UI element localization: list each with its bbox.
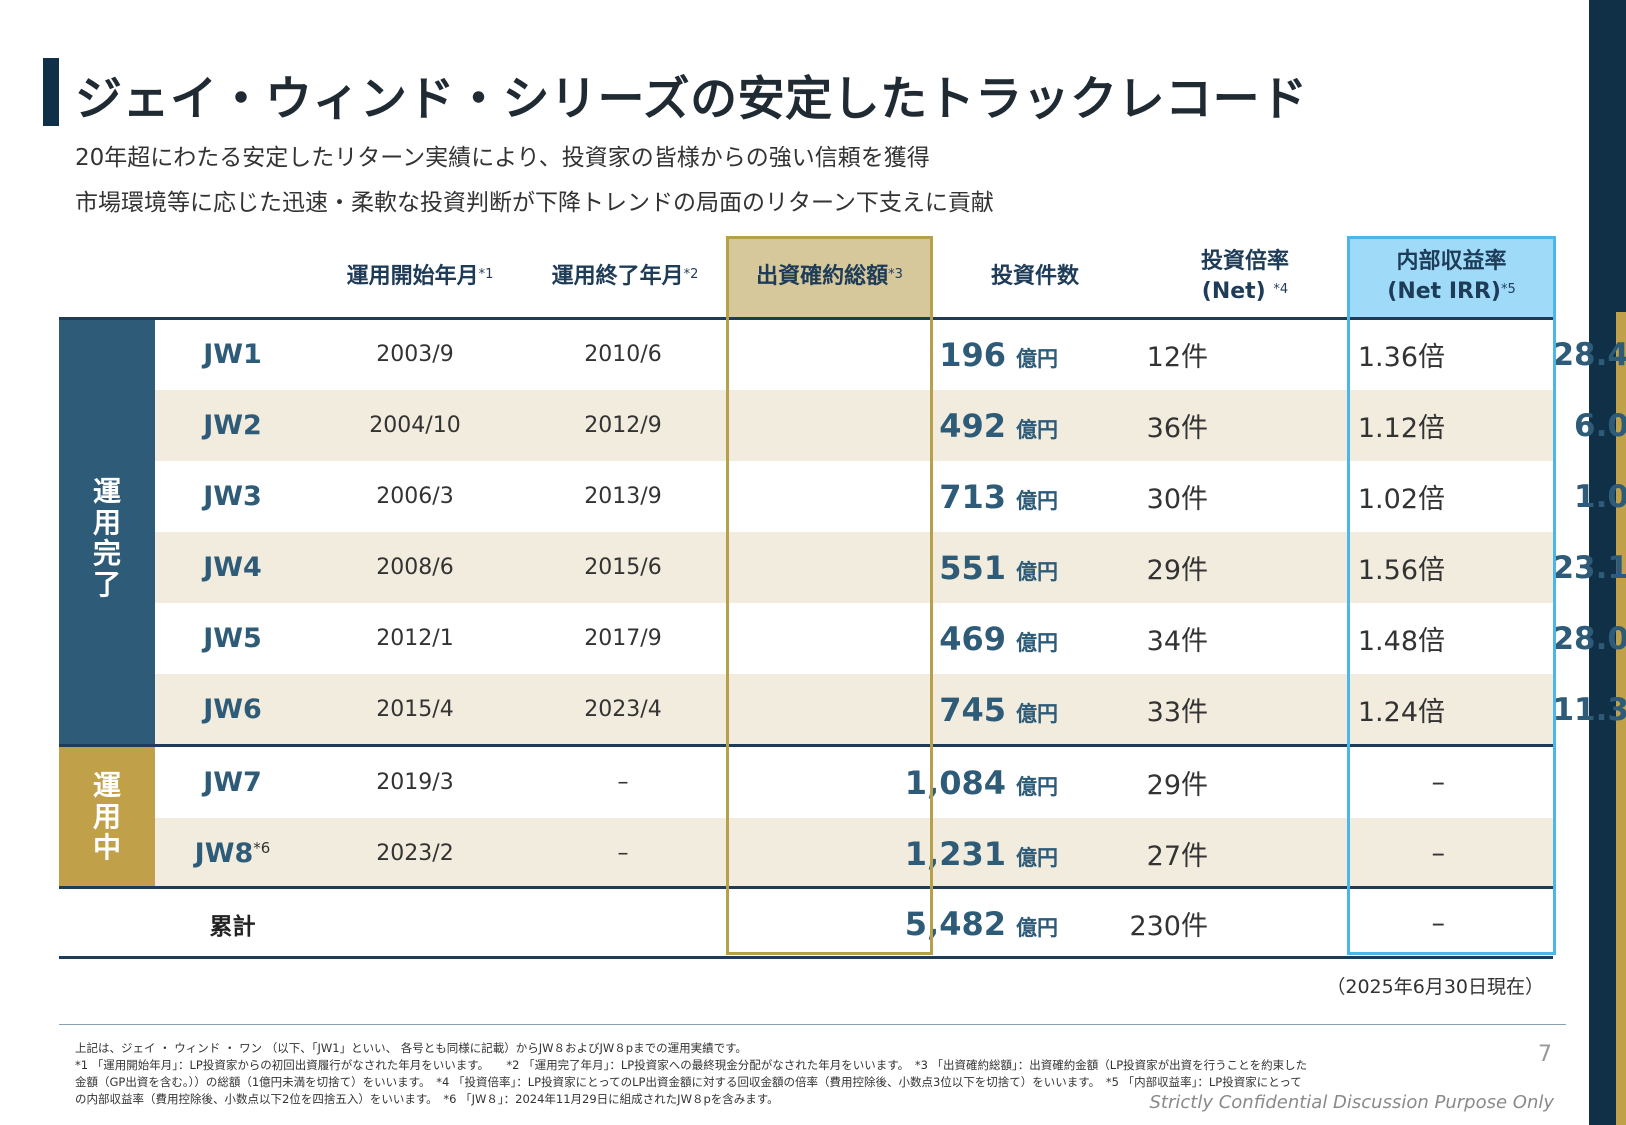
commitment-amount: 551 億円: [939, 548, 1058, 587]
fund-name: JW7: [203, 767, 262, 798]
table-rule-group: [59, 744, 1553, 747]
footer-rule: [59, 1024, 1566, 1025]
net-multiple: –: [1431, 767, 1446, 798]
net-irr: 1.0%: [1574, 478, 1626, 515]
net-irr: 28.4%: [1552, 336, 1626, 373]
fund-name: JW1: [203, 339, 262, 370]
group-completed-label: 運用完了: [92, 475, 121, 601]
group-active-label: 運用中: [92, 769, 121, 864]
header-multiple: 投資倍率 (Net) *4: [1200, 249, 1289, 304]
irr-header-background: [1347, 236, 1556, 318]
footnote-line: 上記は、ジェイ ・ ウィンド ・ ワン （以下、「JW1」といい、 各号とも同様…: [75, 1041, 747, 1055]
net-multiple: 1.24倍: [1357, 697, 1445, 728]
fund-name: JW5: [203, 623, 262, 654]
amount-column-frame: [726, 236, 933, 955]
header-start: 運用開始年月 *1: [346, 264, 494, 289]
fund-name: JW8 *6: [194, 838, 271, 869]
net-irr: 11.3%: [1552, 691, 1626, 728]
commitment-amount: 469 億円: [939, 619, 1058, 658]
net-irr: 28.0%: [1552, 620, 1626, 657]
net-multiple: 1.36倍: [1357, 342, 1445, 373]
net-irr: 6.0%: [1574, 407, 1626, 444]
investment-count: 34件: [1146, 626, 1208, 657]
as-of-date: （2025年6月30日現在）: [1326, 976, 1544, 998]
amount-header-background: [726, 236, 933, 318]
investment-count: 27件: [1146, 841, 1208, 872]
page-number: 7: [1538, 1042, 1552, 1067]
total-label: 累計: [209, 913, 256, 940]
commitment-amount: 713 億円: [939, 477, 1058, 516]
investment-count: 29件: [1146, 555, 1208, 586]
table-rule-top: [59, 317, 1553, 320]
header-amount: 出資確約総額 *3: [756, 264, 903, 289]
investment-count: 36件: [1146, 413, 1208, 444]
commitment-amount: 196 億円: [939, 335, 1058, 374]
footnote-line: *1 「運用開始年月」：LP投資家からの初回出資履行がなされた年月をいいます。 …: [75, 1058, 1308, 1072]
fund-name: JW2: [203, 410, 262, 441]
investment-count: 29件: [1146, 770, 1208, 801]
net-multiple: 1.12倍: [1357, 413, 1445, 444]
net-multiple: –: [1431, 838, 1446, 869]
fund-name: JW6: [203, 694, 262, 725]
net-multiple: 1.48倍: [1357, 626, 1445, 657]
investment-count: 30件: [1146, 484, 1208, 515]
subtitle-line-2: 市場環境等に応じた迅速・柔軟な投資判断が下降トレンドの局面のリターン下支えに貢献: [75, 190, 994, 216]
footnote-line: 金額（GP出資を含む。））の総額（1億円未満を切捨て）をいいます。 *4 「投資…: [75, 1075, 1302, 1089]
commitment-amount: 492 億円: [939, 406, 1058, 445]
total-amount: 5,482 億円: [904, 904, 1058, 943]
irr-column-frame: [1347, 236, 1556, 955]
title-accent-bar: [43, 58, 59, 126]
footnotes: 上記は、ジェイ ・ ウィンド ・ ワン （以下、「JW1」といい、 各号とも同様…: [75, 1040, 1475, 1108]
table-rule-bottom: [59, 956, 1553, 959]
net-multiple: 1.56倍: [1357, 555, 1445, 586]
group-completed: 運用完了: [59, 319, 155, 746]
page-title: ジェイ・ウィンド・シリーズの安定したトラックレコード: [75, 72, 1308, 127]
group-active: 運用中: [59, 746, 155, 888]
investment-count: 33件: [1146, 697, 1208, 728]
total-multiple: –: [1431, 908, 1446, 939]
investment-count: 12件: [1146, 342, 1208, 373]
table-rule-total: [59, 886, 1553, 889]
header-irr: 内部収益率 (Net IRR)*5: [1387, 249, 1516, 304]
confidential-notice: Strictly Confidential Discussion Purpose…: [1149, 1092, 1555, 1113]
commitment-amount: 1,231 億円: [904, 834, 1058, 873]
commitment-amount: 745 億円: [939, 690, 1058, 729]
fund-name: JW4: [203, 552, 262, 583]
net-multiple: 1.02倍: [1357, 484, 1445, 515]
net-irr: 23.1%: [1552, 549, 1626, 586]
header-end: 運用終了年月 *2: [551, 264, 699, 289]
total-count: 230件: [1129, 911, 1208, 942]
right-edge-accent: [1616, 312, 1626, 1125]
footnote-line: の内部収益率（費用控除後、小数点以下2位を四捨五入）をいいます。 *6 「JW８…: [75, 1092, 779, 1106]
fund-name: JW3: [203, 481, 262, 512]
subtitle-line-1: 20年超にわたる安定したリターン実績により、投資家の皆様からの強い信頼を獲得: [75, 145, 930, 171]
header-count: 投資件数: [990, 264, 1079, 289]
commitment-amount: 1,084 億円: [904, 763, 1058, 802]
